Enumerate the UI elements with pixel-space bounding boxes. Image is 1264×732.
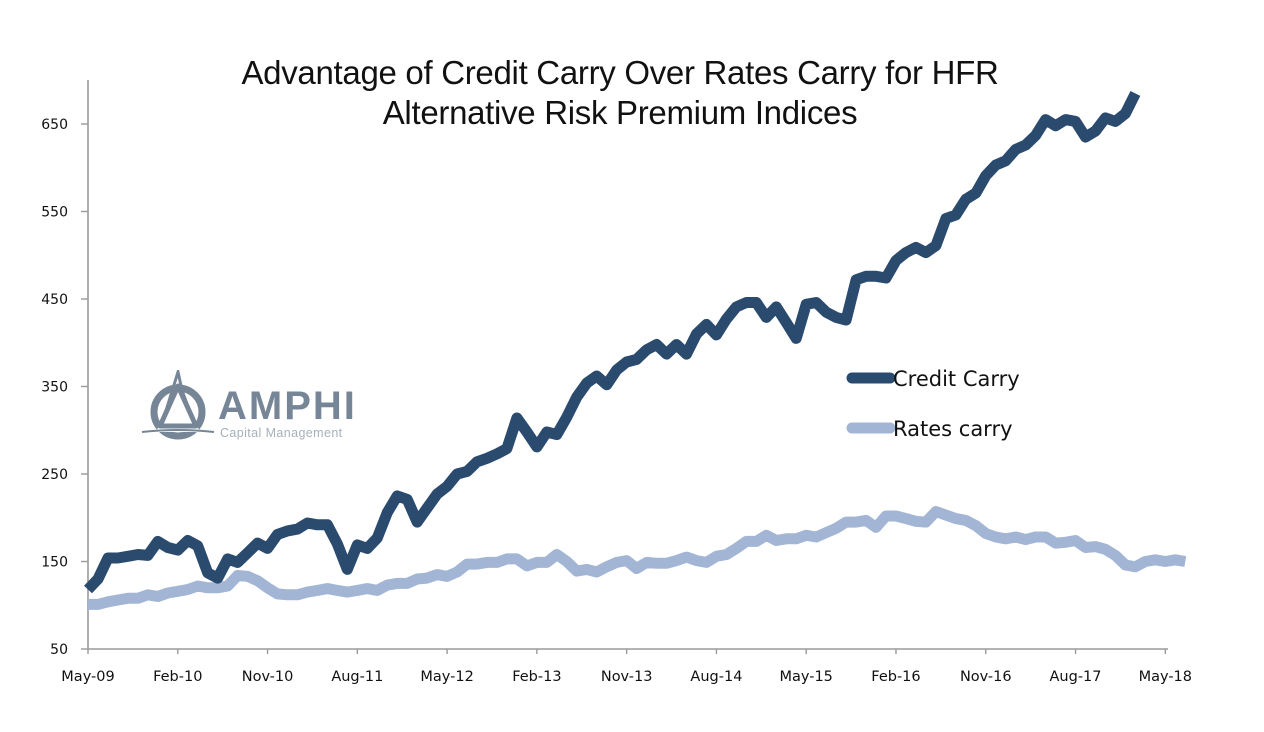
x-tick-label: Nov-16 [960,669,1012,685]
axes: 50 150 250 350 450 550 650 May-09 Feb-10 Nov-10 Au… [41,80,1192,685]
x-tick-label: Nov-10 [242,669,294,685]
x-tick-label: Feb-16 [871,669,920,685]
y-tick-label: 350 [41,380,68,396]
y-tick-label: 250 [41,467,68,483]
series-line-rates-carry [88,506,1187,610]
y-tick-label: 650 [41,117,68,133]
amphi-logo: AMPHI Capital Management [138,370,370,442]
y-tick-label: 550 [41,205,68,221]
logo-subtitle: Capital Management [220,426,343,440]
legend: Credit Carry Rates carry [846,367,1020,441]
series-line-credit-carry [84,90,1141,594]
series-layer [84,90,1187,610]
chart-title-line-1: Advantage of Credit Carry Over Rates Car… [241,54,999,91]
x-tick-label: Aug-14 [690,669,742,685]
chart-title-line-2: Alternative Risk Premium Indices [382,94,858,131]
amphi-logo-icon [141,370,215,440]
x-tick-label: Aug-17 [1050,669,1102,685]
y-tick-label: 150 [41,555,68,571]
y-tick-label: 50 [50,642,68,658]
x-tick-label: Aug-11 [331,669,383,685]
y-tick-label: 450 [41,292,68,308]
x-tick-label: May-12 [420,669,473,685]
x-tick-label: May-18 [1139,669,1192,685]
x-tick-label: Feb-13 [512,669,561,685]
legend-label-rates-carry: Rates carry [893,417,1013,441]
x-tick-label: May-09 [61,669,114,685]
x-tick-label: May-15 [779,669,832,685]
logo-wordmark: AMPHI [218,384,357,428]
x-tick-label: Feb-10 [153,669,202,685]
x-tick-label: Nov-13 [601,669,653,685]
legend-label-credit-carry: Credit Carry [893,367,1020,391]
